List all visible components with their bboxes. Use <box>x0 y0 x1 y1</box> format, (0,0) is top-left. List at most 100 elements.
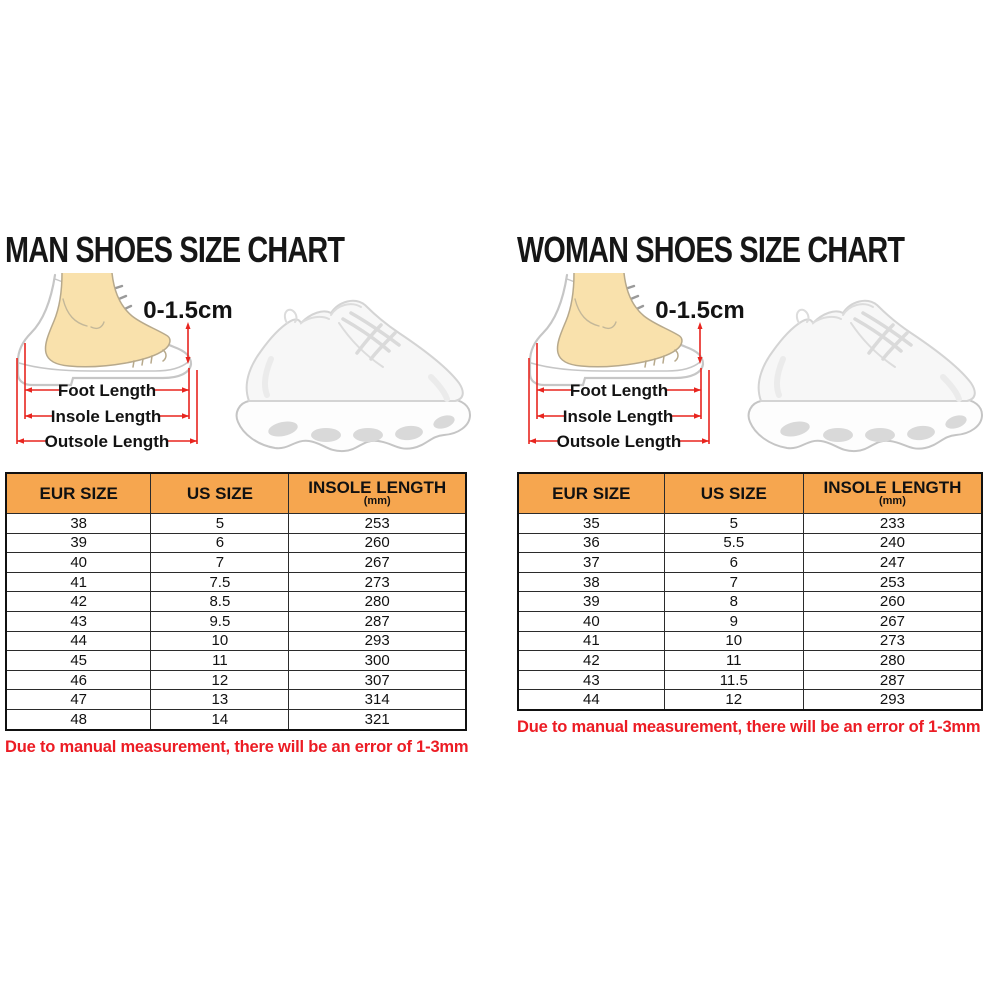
measurement-lines <box>16 322 198 444</box>
table-cell: 293 <box>288 630 467 652</box>
table-row: 40 9 267 <box>517 610 983 632</box>
page-title: MAN SHOES SIZE CHART <box>5 229 345 270</box>
table-cell: 8.5 <box>150 591 290 612</box>
table-cell: 314 <box>288 689 467 710</box>
table-cell: 48 <box>5 708 152 731</box>
insole-unit-label: (mm) <box>878 495 906 508</box>
foot-measurement-diagram: 0-1.5cm Foot Length Insole Length Outsol… <box>528 273 745 451</box>
table-cell: 45 <box>5 650 152 671</box>
table-cell: 11 <box>663 650 804 671</box>
table-row: 42 8.5 280 <box>5 591 467 612</box>
insole-unit-label: (mm) <box>363 495 391 508</box>
table-cell: 10 <box>663 630 804 652</box>
table-row: 38 5 253 <box>5 513 467 534</box>
table-cell: 273 <box>288 571 467 593</box>
table-cell: 13 <box>150 689 290 710</box>
table-cell: 40 <box>517 610 665 632</box>
insole-length-label: Insole Length <box>51 407 162 426</box>
table-cell: 280 <box>288 591 467 612</box>
table-cell: 47 <box>5 689 152 710</box>
table-cell: 253 <box>802 571 983 593</box>
table-row: 38 7 253 <box>517 571 983 593</box>
table-cell: 42 <box>5 591 152 612</box>
table-cell: 12 <box>150 669 290 691</box>
measurement-diagram-row: 0-1.5cm Foot Length Insole Length Outsol… <box>5 273 472 463</box>
table-row: 39 6 260 <box>5 532 467 554</box>
col-header-insole-label: INSOLE LENGTH <box>823 478 962 498</box>
table-cell: 10 <box>150 630 290 652</box>
table-cell: 38 <box>517 571 665 593</box>
foot-measurement-diagram: 0-1.5cm Foot Length Insole Length Outsol… <box>16 273 233 451</box>
table-cell: 5 <box>150 513 290 534</box>
woman-size-chart-panel: WOMAN SHOES SIZE CHART <box>517 229 984 737</box>
col-header-us-size: US SIZE <box>663 472 804 514</box>
table-cell: 46 <box>5 669 152 691</box>
table-cell: 14 <box>150 708 290 731</box>
table-row: 40 7 267 <box>5 552 467 573</box>
table-row: 39 8 260 <box>517 591 983 612</box>
table-cell: 42 <box>517 650 665 671</box>
table-cell: 6 <box>150 532 290 554</box>
table-cell: 43 <box>517 669 665 691</box>
tolerance-label: 0-1.5cm <box>655 297 744 324</box>
measurement-note: Due to manual measurement, there will be… <box>517 717 981 736</box>
table-cell: 7 <box>150 552 290 573</box>
table-row: 35 5 233 <box>517 513 983 534</box>
table-row: 44 12 293 <box>517 689 983 711</box>
col-header-insole-length: INSOLE LENGTH (mm) <box>802 472 983 514</box>
col-header-eur-size: EUR SIZE <box>5 472 152 514</box>
outsole-length-label: Outsole Length <box>557 432 682 451</box>
table-row: 36 5.5 240 <box>517 532 983 554</box>
table-header-row: EUR SIZE US SIZE INSOLE LENGTH (mm) <box>5 472 467 514</box>
col-header-insole-label: INSOLE LENGTH <box>308 478 447 498</box>
table-cell: 6 <box>663 552 804 573</box>
table-cell: 5.5 <box>663 532 804 554</box>
table-cell: 39 <box>5 532 152 554</box>
table-row: 47 13 314 <box>5 689 467 710</box>
table-cell: 41 <box>5 571 152 593</box>
table-cell: 11 <box>150 650 290 671</box>
table-cell: 11.5 <box>663 669 804 691</box>
table-cell: 8 <box>663 591 804 612</box>
outsole-length-label: Outsole Length <box>45 432 170 451</box>
table-cell: 9.5 <box>150 610 290 632</box>
sneaker-upper <box>757 299 976 402</box>
sneaker-upper <box>245 299 464 402</box>
sneaker-sole <box>747 397 984 453</box>
table-cell: 44 <box>5 630 152 652</box>
table-cell: 240 <box>802 532 983 554</box>
table-cell: 307 <box>288 669 467 691</box>
table-row: 43 9.5 287 <box>5 610 467 632</box>
table-cell: 321 <box>288 708 467 731</box>
table-cell: 267 <box>802 610 983 632</box>
table-row: 45 11 300 <box>5 650 467 671</box>
table-cell: 7.5 <box>150 571 290 593</box>
col-header-us-size: US SIZE <box>150 472 290 514</box>
table-row: 42 11 280 <box>517 650 983 671</box>
sneaker-sole <box>235 397 472 453</box>
foot-shape <box>556 273 683 368</box>
table-cell: 12 <box>663 689 804 711</box>
tolerance-label: 0-1.5cm <box>143 297 232 324</box>
table-cell: 35 <box>517 513 665 534</box>
col-header-eur-size: EUR SIZE <box>517 472 665 514</box>
measurement-diagram-row: 0-1.5cm Foot Length Insole Length Outsol… <box>517 273 984 463</box>
measurement-lines <box>528 322 710 444</box>
table-cell: 247 <box>802 552 983 573</box>
table-cell: 36 <box>517 532 665 554</box>
foot-shape <box>44 273 171 368</box>
table-cell: 37 <box>517 552 665 573</box>
table-cell: 40 <box>5 552 152 573</box>
table-cell: 260 <box>288 532 467 554</box>
table-cell: 287 <box>288 610 467 632</box>
table-cell: 43 <box>5 610 152 632</box>
sneaker-photo <box>747 299 984 453</box>
foot-length-label: Foot Length <box>58 381 156 400</box>
table-row: 44 10 293 <box>5 630 467 652</box>
woman-size-table: EUR SIZE US SIZE INSOLE LENGTH (mm) 35 5 2… <box>517 472 983 711</box>
man-size-chart-panel: MAN SHOES SIZE CHART <box>5 229 472 757</box>
table-row: 41 10 273 <box>517 630 983 652</box>
table-cell: 5 <box>663 513 804 534</box>
measurement-note: Due to manual measurement, there will be… <box>5 737 469 756</box>
